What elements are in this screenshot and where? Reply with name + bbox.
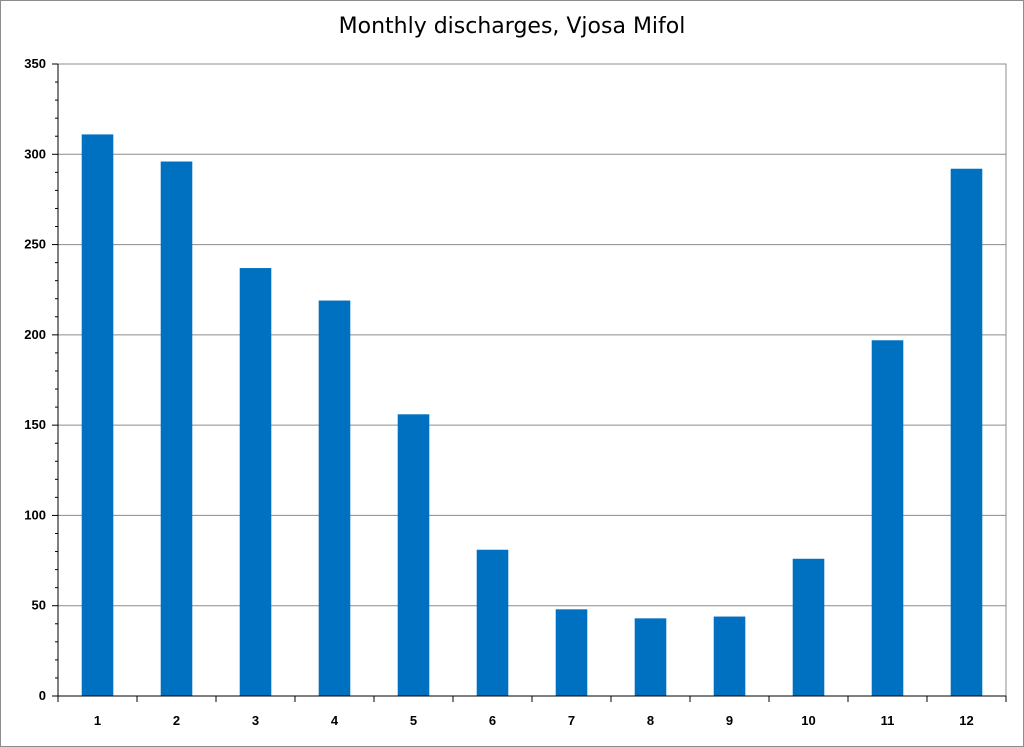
x-tick-label: 10: [801, 713, 815, 728]
x-tick-label: 11: [881, 713, 895, 728]
bar-month-6: [476, 549, 509, 696]
bar-month-11: [871, 340, 904, 696]
chart-title: Monthly discharges, Vjosa Mifol: [338, 14, 686, 39]
x-tick-label: 8: [647, 713, 654, 728]
x-tick-label: 6: [489, 713, 496, 728]
bar-month-4: [318, 300, 351, 696]
y-tick-label: 0: [39, 688, 46, 703]
bar-month-7: [555, 609, 588, 696]
y-tick-label: 200: [24, 327, 46, 342]
bar-month-5: [397, 414, 430, 696]
y-tick-label: 50: [32, 598, 46, 613]
y-tick-label: 150: [24, 417, 46, 432]
bar-month-3: [239, 268, 272, 696]
x-tick-label: 3: [252, 713, 259, 728]
x-tick-label: 7: [568, 713, 575, 728]
x-tick-label: 5: [410, 713, 417, 728]
y-tick-label: 350: [24, 56, 46, 71]
x-tick-label: 4: [331, 713, 339, 728]
bar-month-1: [81, 134, 114, 696]
y-tick-label: 250: [24, 237, 46, 252]
bar-month-9: [713, 616, 746, 696]
bar-month-12: [950, 168, 983, 696]
x-tick-label: 1: [94, 713, 101, 728]
bar-month-2: [160, 161, 193, 697]
bars: [81, 134, 983, 697]
bar-month-8: [634, 618, 667, 696]
bar-month-10: [792, 558, 825, 696]
x-tick-label: 9: [726, 713, 733, 728]
grid-lines: [58, 153, 1006, 607]
axes: [52, 63, 1007, 702]
y-tick-label: 300: [24, 146, 46, 161]
x-tick-label: 2: [173, 713, 180, 728]
plot-border: [57, 63, 1007, 697]
x-tick-label: 12: [959, 713, 973, 728]
y-tick-label: 100: [24, 507, 46, 522]
